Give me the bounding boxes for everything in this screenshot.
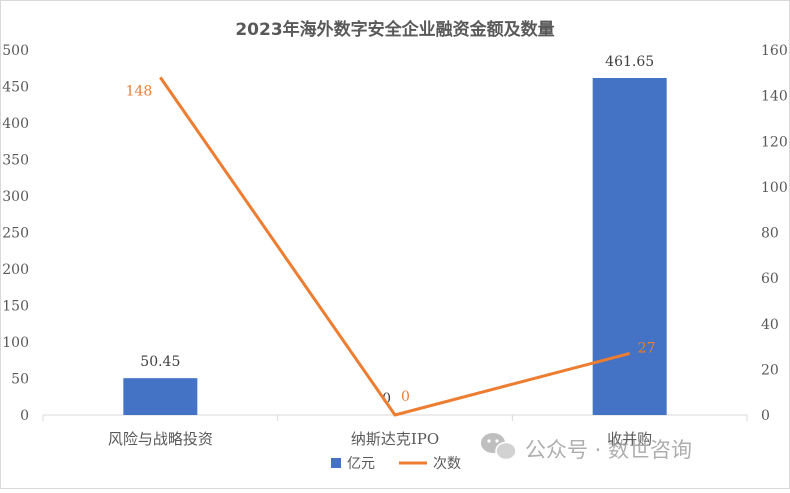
bar-data-label: 0: [382, 391, 391, 407]
right-axis-ticks: 0 20 40 60 80 100 120 140 160: [761, 43, 788, 424]
category-labels: 风险与战略投资 纳斯达克IPO 收并购: [108, 430, 652, 448]
chart-title: 2023年海外数字安全企业融资金额及数量: [235, 19, 554, 40]
left-axis-ticks: 0 50 100 150 200 250 300 350 400 450 500: [2, 43, 29, 424]
left-tick-label: 450: [2, 80, 29, 96]
legend-swatch-bar: [331, 458, 341, 468]
left-tick-label: 50: [11, 372, 29, 388]
legend: 亿元 次数: [331, 456, 461, 472]
right-tick-label: 0: [761, 408, 770, 424]
bar-data-label: 50.45: [140, 354, 180, 370]
category-label: 收并购: [607, 430, 652, 448]
watermark-text: 公众号 · 数世咨询: [525, 438, 692, 462]
right-tick-label: 120: [761, 134, 788, 150]
watermark: 公众号 · 数世咨询: [481, 433, 692, 462]
left-tick-label: 300: [2, 189, 29, 205]
wechat-icon: [481, 433, 517, 461]
right-tick-label: 40: [761, 317, 779, 333]
bar-series: 50.45 0 461.65: [123, 54, 667, 416]
category-label: 纳斯达克IPO: [351, 430, 439, 448]
left-tick-label: 200: [2, 262, 29, 278]
line-data-label: 148: [126, 83, 153, 99]
right-tick-label: 20: [761, 362, 779, 378]
right-tick-label: 100: [761, 180, 788, 196]
left-tick-label: 250: [2, 226, 29, 242]
left-tick-label: 150: [2, 299, 29, 315]
right-tick-label: 80: [761, 226, 779, 242]
right-tick-label: 60: [761, 271, 779, 287]
left-tick-label: 0: [20, 408, 29, 424]
bar: [123, 378, 198, 415]
line-data-label: 27: [638, 340, 656, 356]
right-tick-label: 160: [761, 43, 788, 59]
left-tick-label: 400: [2, 116, 29, 132]
line-data-label: 0: [401, 389, 410, 405]
bar-data-label: 461.65: [605, 54, 654, 70]
line-path: [159, 76, 631, 417]
right-tick-label: 140: [761, 89, 788, 105]
line-series: 148 0 27: [126, 76, 656, 417]
left-tick-label: 100: [2, 335, 29, 351]
left-tick-label: 500: [2, 43, 29, 59]
category-label: 风险与战略投资: [108, 430, 213, 448]
bar: [592, 77, 667, 416]
legend-label-bar: 亿元: [347, 456, 375, 472]
legend-label-line: 次数: [433, 456, 461, 472]
left-tick-label: 350: [2, 153, 29, 169]
